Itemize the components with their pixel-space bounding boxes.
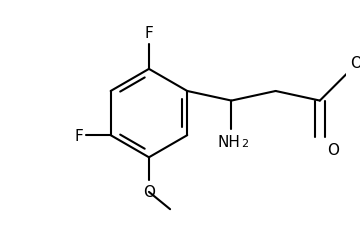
Text: F: F	[74, 128, 83, 143]
Text: O: O	[143, 184, 155, 199]
Text: O: O	[328, 142, 339, 157]
Text: F: F	[145, 26, 153, 41]
Text: O: O	[350, 56, 360, 70]
Text: 2: 2	[241, 138, 248, 149]
Text: NH: NH	[217, 135, 240, 149]
